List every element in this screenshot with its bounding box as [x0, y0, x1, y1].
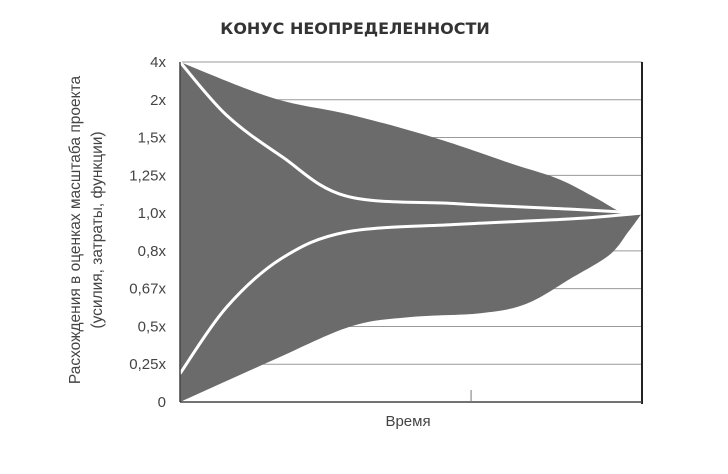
- y-tick-label: 1,0x: [138, 205, 167, 222]
- y-tick-label: 1,5x: [138, 130, 167, 147]
- y-tick-label: 4x: [150, 54, 166, 71]
- y-axis-label-line-1: Расхождения в оценках масштаба проекта: [67, 76, 84, 385]
- upper-estimate-line: [178, 61, 643, 215]
- y-tick-label: 1,25x: [129, 167, 166, 184]
- y-tick-label: 2x: [150, 92, 166, 109]
- y-tick-label: 0: [158, 394, 166, 411]
- y-axis-label-line-2: (усилия, затраты, функции): [89, 131, 106, 328]
- y-tick-label: 0,5x: [138, 318, 167, 335]
- y-tick-labels: 4x 2x 1,5x 1,25x 1,0x 0,8x 0,67x 0,5x 0,25x 0: [129, 54, 166, 411]
- y-tick-label: 0,8x: [138, 243, 167, 260]
- y-tick-label: 0,67x: [129, 281, 166, 298]
- uncertainty-cone-area: [180, 62, 642, 402]
- x-axis-label: Время: [385, 413, 430, 430]
- y-axis-label: Расхождения в оценках масштаба проекта (…: [67, 76, 106, 385]
- chart-title: КОНУС НЕОПРЕДЕЛЕННОСТИ: [220, 19, 490, 38]
- axes: [179, 62, 643, 404]
- y-tick-label: 0,25x: [129, 356, 166, 373]
- lower-estimate-line: [178, 211, 643, 375]
